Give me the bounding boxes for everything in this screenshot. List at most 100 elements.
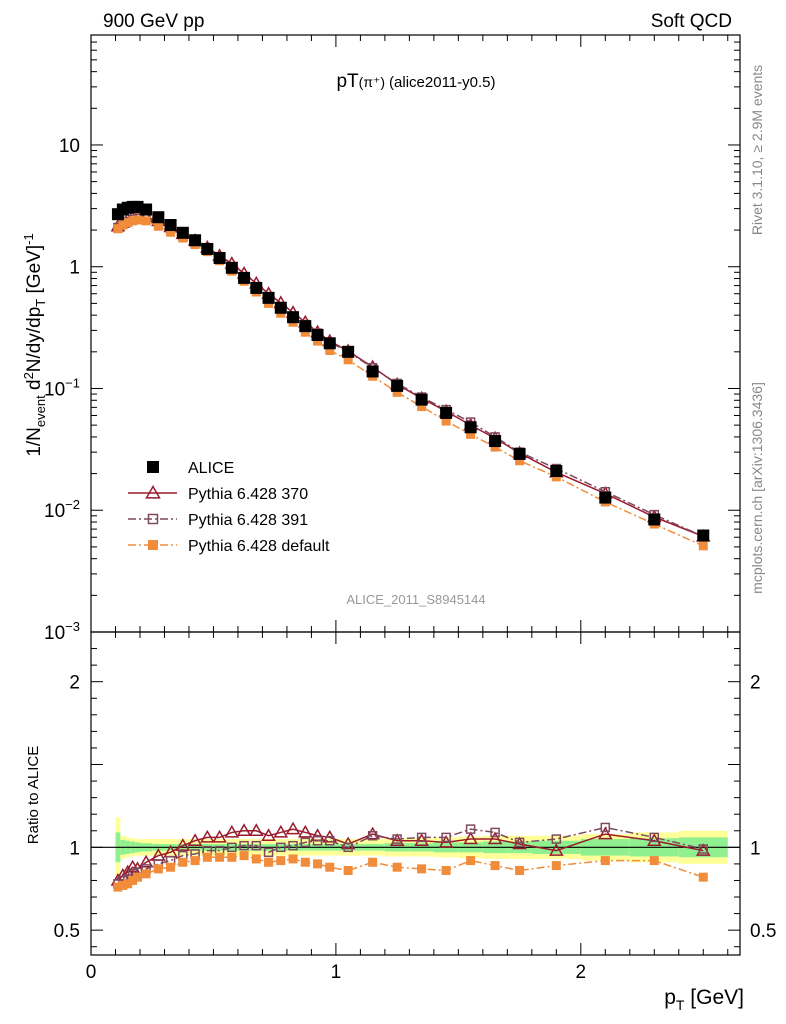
legend-marker [147,513,159,525]
data-point [225,261,238,274]
data-point [515,866,525,876]
data-point [312,835,323,846]
data-point [389,833,405,846]
data-point [190,856,200,866]
ratio-panel [90,631,741,956]
data-point [224,824,240,838]
data-point [441,866,451,876]
x-tick-label: 2 [576,962,587,983]
data-point [251,854,261,864]
ratio-tick-label: 0.5 [54,921,80,942]
data-point [201,242,214,255]
data-point [463,831,478,845]
data-point [392,834,402,844]
data-point [343,355,353,365]
ratio-tick-label-right: 2 [750,673,761,694]
y-tick-label: 10 [59,136,80,157]
analysis-watermark: ALICE_2011_S8945144 [346,592,485,607]
main-y-ticks: 10 1 10−1 10−2 10−3 [44,34,740,644]
data-point [123,218,133,228]
data-point [313,859,323,869]
data-point [227,852,237,862]
data-point [285,821,301,835]
data-point [140,203,153,216]
y-tick-label: 1 [69,258,80,279]
y-tick-label: 10−1 [44,375,80,400]
data-point [274,301,287,314]
data-point [264,857,274,867]
data-point [239,840,249,851]
data-point [178,857,188,867]
ratio-tick-label: 1 [69,838,80,859]
plot-title: pT(π⁺) (alice2011-y0.5) [336,71,495,92]
legend: ALICE Pythia 6.428 370 Pythia 6.428 391 Pyt… [128,460,330,555]
data-point [415,393,428,406]
data-point [215,852,225,862]
data-point [368,857,378,867]
data-point [325,346,335,356]
data-point [697,529,710,542]
data-point [236,823,252,837]
header-right: Soft QCD [651,11,732,32]
data-point [490,827,500,838]
legend-label: Pythia 6.428 370 [188,486,308,503]
data-point [239,851,249,861]
y-tick-label: 10−3 [44,619,80,644]
data-point [441,832,451,843]
data-point [123,879,133,889]
data-point [465,824,476,834]
data-point [489,435,502,448]
data-point [249,823,264,837]
data-point [238,271,251,284]
data-point [313,336,323,346]
data-point [288,840,298,851]
data-point [649,832,660,843]
data-point [164,219,177,232]
data-point [300,857,310,867]
data-point [200,829,215,843]
data-point [466,429,476,439]
data-point [141,869,151,879]
ratio-y-axis-label: Ratio to ALICE [25,746,42,844]
data-point [551,861,561,871]
legend-marker [147,461,159,473]
data-point [513,447,526,460]
data-point [515,456,525,466]
data-point [648,513,661,526]
data-point [227,842,237,853]
data-point [343,866,353,876]
legend-label: ALICE [188,460,234,477]
data-point [549,843,564,856]
data-point [251,840,262,851]
ratio-tick-label: 2 [69,673,80,694]
data-point [202,852,212,862]
data-point [366,365,379,378]
data-point [441,416,451,426]
data-point [417,864,427,874]
data-point [118,880,128,890]
data-point [273,824,289,838]
data-point [118,220,128,230]
data-point [113,224,123,234]
data-point [598,826,613,840]
x-tick-label: 0 [86,962,97,983]
data-point [600,856,610,866]
data-point [138,854,154,868]
data-point [512,836,527,850]
data-point [287,311,300,324]
x-tick-label: 1 [331,962,342,983]
data-point [695,843,711,856]
series-line [117,828,704,881]
x-ticks: 0 1 2 [86,35,729,983]
data-point [698,541,708,551]
data-point [464,421,477,434]
data-point [212,829,227,843]
data-point [391,379,404,392]
data-point [323,337,336,350]
ratio-y-ticks: 0.5 0.5 1 1 2 2 [54,631,776,948]
data-point [698,872,708,882]
data-point [250,281,263,294]
ratio-tick-label-right: 0.5 [750,921,776,942]
data-point [300,837,311,848]
data-point [342,345,355,358]
